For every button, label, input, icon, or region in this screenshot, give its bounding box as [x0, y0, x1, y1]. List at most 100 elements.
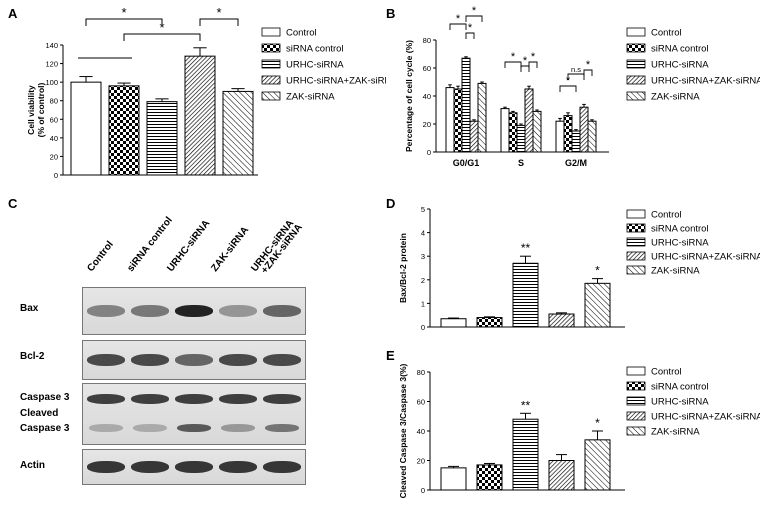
blot-band [263, 461, 301, 473]
blot-row-label: Caspase 3 [20, 423, 70, 434]
legend-swatch [626, 411, 646, 421]
bracket [528, 61, 538, 68]
significance-label: * [531, 51, 536, 63]
legend-swatch [626, 209, 646, 219]
y-tick-label: 140 [45, 41, 58, 50]
legend-label: URHC-siRNA+ZAK-siRNA [651, 252, 760, 263]
significance-label: * [523, 55, 528, 67]
y-tick-label: 60 [50, 115, 58, 124]
legend-swatch [626, 237, 646, 247]
blot-band-cleaved [133, 424, 167, 432]
chart-e: 0 20 40 60 80 Cleaved Caspase 3/Caspase 3(%) *… [398, 364, 760, 499]
legend-label: URHC-siRNA+ZAK-siRNA [286, 76, 386, 87]
y-tick-label: 0 [421, 323, 425, 332]
bracket [504, 61, 522, 68]
blot-row-label: Caspase 3 [20, 392, 70, 403]
blot-strip [82, 383, 306, 445]
blot-band [175, 305, 213, 317]
legend-label: URHC-siRNA+ZAK-siRNA [651, 412, 760, 423]
blot-band [175, 394, 213, 404]
x-group-label: S [518, 158, 524, 168]
legend-swatch [626, 223, 646, 233]
legend-swatch [261, 27, 281, 37]
y-tick-label: 80 [50, 97, 58, 106]
legend-swatch [626, 366, 646, 376]
y-tick-label: 60 [417, 398, 425, 407]
bars: G0/G1 S G2/M [445, 56, 597, 168]
bar [524, 88, 534, 153]
blot-band [175, 354, 213, 366]
y-tick-label: 20 [423, 120, 431, 129]
bar [532, 110, 542, 153]
y-tick-label: 60 [423, 64, 431, 73]
bracket [449, 23, 467, 30]
y-axis-label: Percentage of cell cycle (%) [404, 40, 414, 152]
blot-row-label: Cleaved [20, 408, 59, 419]
bar [440, 318, 467, 328]
panel-letter-c: C [8, 196, 18, 211]
significance-label: ** [521, 398, 531, 412]
bar [584, 282, 611, 328]
bar [555, 120, 565, 153]
bracket [123, 33, 201, 41]
blot-band [263, 354, 301, 366]
bar [512, 262, 539, 328]
x-group-label: G2/M [565, 158, 587, 168]
blot-band [263, 305, 301, 317]
legend-label: Control [651, 367, 682, 378]
bar [476, 464, 503, 491]
bar [222, 90, 254, 176]
legend-label: Control [651, 28, 682, 39]
western-blot: Control siRNA control URHC-siRNA ZAK-siRNA U… [0, 195, 380, 495]
legend-label: URHC-siRNA [651, 238, 709, 249]
blot-row-label: Bcl-2 [20, 351, 45, 362]
y-axis-label: (% of control) [36, 82, 46, 137]
legend-swatch [261, 75, 281, 85]
significance-brackets: * * * [78, 5, 239, 59]
y-tick-label: 0 [421, 486, 425, 495]
significance-label: * [456, 13, 461, 25]
legend-swatch [261, 91, 281, 101]
blot-band [87, 461, 125, 473]
legend-swatch [626, 43, 646, 53]
bar [571, 130, 581, 153]
y-tick-label: 4 [421, 229, 425, 238]
blot-band [131, 394, 169, 404]
legend-label: ZAK-siRNA [286, 92, 335, 103]
y-tick-label: 100 [45, 78, 58, 87]
legend-swatch [626, 381, 646, 391]
blot-band [219, 461, 257, 473]
lane-label: URHC-siRNA [165, 218, 213, 274]
bar [108, 85, 140, 176]
y-tick-label: 40 [50, 134, 58, 143]
y-tick-label: 20 [417, 457, 425, 466]
y-tick-label: 2 [421, 276, 425, 285]
legend-label: Control [651, 210, 682, 221]
legend-swatch [626, 75, 646, 85]
lane-label: ZAK-siRNA [209, 224, 252, 274]
bar [500, 108, 510, 153]
bar [146, 101, 178, 176]
legend-label: URHC-siRNA+ZAK-siRNA [651, 76, 760, 87]
y-tick-label: 40 [423, 92, 431, 101]
bar [508, 112, 518, 153]
significance-brackets: **** * **n.s * [449, 5, 593, 92]
blot-band-cleaved [265, 424, 299, 432]
legend-swatch [626, 91, 646, 101]
bracket [85, 18, 163, 26]
significance-label: * [566, 75, 571, 87]
lane-label: Control [85, 239, 116, 274]
blot-band-cleaved [177, 424, 211, 432]
legend-label: siRNA control [286, 44, 344, 55]
x-group-label: G0/G1 [453, 158, 480, 168]
legend-label: Control [286, 28, 317, 39]
bracket [465, 32, 475, 39]
bar [512, 418, 539, 491]
bracket [199, 18, 239, 26]
legend-swatch [626, 59, 646, 69]
legend-swatch [261, 43, 281, 53]
y-tick-label: 20 [50, 152, 58, 161]
blot-band [175, 461, 213, 473]
